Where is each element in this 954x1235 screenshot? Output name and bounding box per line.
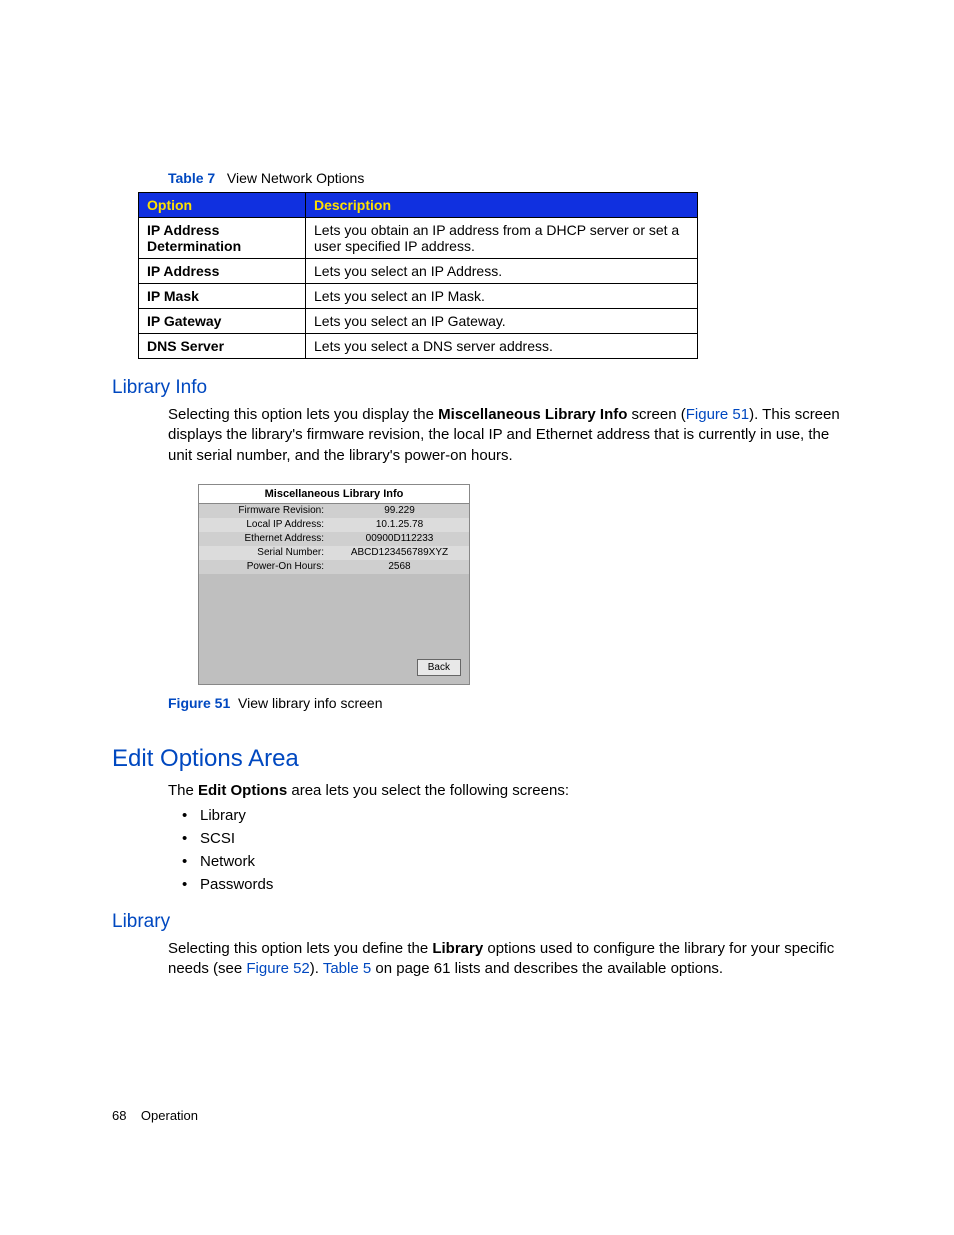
opt-desc: Lets you select a DNS server address. [306,334,698,359]
figure-ref-link[interactable]: Figure 52 [246,960,309,977]
figure51-text: View library info screen [238,695,382,711]
table-ref-link[interactable]: Table 5 [323,960,371,977]
back-button[interactable]: Back [417,659,461,676]
edit-options-list: Library SCSI Network Passwords [182,807,842,893]
text: ). [310,960,323,977]
list-item: Passwords [182,876,842,893]
library-info-heading: Library Info [112,377,842,399]
inset-row: Serial Number:ABCD123456789XYZ [199,546,469,560]
text: Selecting this option lets you display t… [168,406,438,423]
library-sub-para: Selecting this option lets you define th… [168,939,842,980]
inset-row: Local IP Address:10.1.25.78 [199,518,469,532]
table-row: IP Address Determination Lets you obtain… [139,218,698,259]
table-row: IP Gateway Lets you select an IP Gateway… [139,309,698,334]
figure51-label: Figure 51 [168,695,230,711]
list-item: SCSI [182,830,842,847]
inset-row: Firmware Revision:99.229 [199,504,469,518]
table7-caption: Table 7 View Network Options [168,170,842,186]
inset-val: 99.229 [330,504,469,518]
inset-row: Power-On Hours:2568 [199,560,469,574]
inset-row: Ethernet Address:00900D112233 [199,532,469,546]
table7: Option Description IP Address Determinat… [138,192,698,359]
inset-title: Miscellaneous Library Info [199,485,469,504]
inset-val: 10.1.25.78 [330,518,469,532]
figure-ref-link[interactable]: Figure 51 [686,406,749,423]
library-sub-heading: Library [112,911,842,933]
opt-name: IP Mask [139,284,306,309]
opt-name: IP Address [139,259,306,284]
text-bold: Edit Options [198,782,287,799]
inset-val: 2568 [330,560,469,574]
opt-name: DNS Server [139,334,306,359]
inset-key: Firmware Revision: [199,504,330,518]
text: screen ( [627,406,685,423]
table7-caption-text: View Network Options [227,170,364,186]
edit-options-heading: Edit Options Area [112,745,842,773]
table-row: IP Address Lets you select an IP Address… [139,259,698,284]
text: Selecting this option lets you define th… [168,940,432,957]
inset-key: Power-On Hours: [199,560,330,574]
figure51-caption: Figure 51 View library info screen [168,695,842,711]
inset-key: Ethernet Address: [199,532,330,546]
table7-th-option: Option [139,193,306,218]
opt-desc: Lets you select an IP Gateway. [306,309,698,334]
inset-val: 00900D112233 [330,532,469,546]
text: on page 61 lists and describes the avail… [371,960,723,977]
library-info-para: Selecting this option lets you display t… [168,405,842,466]
footer-section: Operation [141,1108,198,1123]
page-number: 68 [112,1108,126,1123]
inset-key: Serial Number: [199,546,330,560]
table7-th-desc: Description [306,193,698,218]
opt-desc: Lets you select an IP Mask. [306,284,698,309]
text-bold: Library [432,940,483,957]
opt-desc: Lets you obtain an IP address from a DHC… [306,218,698,259]
edit-options-para: The Edit Options area lets you select th… [168,781,842,801]
page-footer: 68 Operation [112,1108,198,1123]
library-info-inset: Miscellaneous Library Info Firmware Revi… [198,484,470,685]
text-bold: Miscellaneous Library Info [438,406,627,423]
list-item: Network [182,853,842,870]
opt-desc: Lets you select an IP Address. [306,259,698,284]
table-row: DNS Server Lets you select a DNS server … [139,334,698,359]
inset-val: ABCD123456789XYZ [330,546,469,560]
list-item: Library [182,807,842,824]
table7-label: Table 7 [168,170,215,186]
table-row: IP Mask Lets you select an IP Mask. [139,284,698,309]
text: The [168,782,198,799]
text: area lets you select the following scree… [287,782,569,799]
opt-name: IP Address Determination [139,218,306,259]
opt-name: IP Gateway [139,309,306,334]
inset-key: Local IP Address: [199,518,330,532]
